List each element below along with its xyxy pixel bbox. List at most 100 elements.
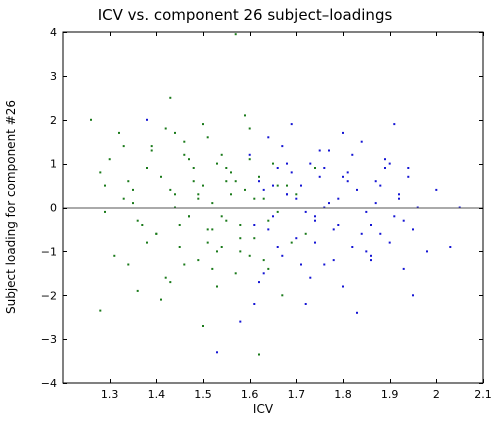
- data-point-series-1: [169, 281, 172, 284]
- data-point-series-2: [267, 136, 270, 139]
- data-point-series-1: [108, 158, 111, 161]
- data-point-series-2: [276, 167, 279, 169]
- data-point-series-1: [234, 180, 237, 183]
- data-point-series-1: [197, 193, 200, 196]
- data-point-series-2: [388, 241, 391, 244]
- data-point-series-1: [272, 162, 274, 165]
- x-tick-label: 2: [433, 388, 440, 401]
- x-tick-label: 1.5: [194, 388, 212, 401]
- data-point-series-2: [374, 202, 377, 205]
- y-tick-label: 4: [50, 26, 57, 39]
- chart-title: ICV vs. component 26 subject–loadings: [98, 6, 393, 24]
- data-point-series-2: [449, 246, 452, 248]
- data-point-series-1: [206, 241, 209, 244]
- data-point-series-1: [239, 250, 242, 253]
- data-point-series-1: [262, 197, 265, 200]
- data-point-series-1: [258, 175, 260, 178]
- data-point-series-1: [230, 193, 232, 196]
- data-point-series-2: [267, 228, 270, 231]
- data-point-series-1: [202, 184, 204, 187]
- data-point-series-1: [174, 131, 176, 134]
- data-point-series-2: [258, 281, 260, 284]
- y-tick-label: 2: [50, 114, 57, 127]
- x-tick-label: 1.9: [381, 388, 399, 401]
- data-point-series-1: [258, 353, 260, 356]
- data-point-series-2: [365, 250, 368, 253]
- data-point-series-1: [206, 136, 209, 139]
- y-tick-label: −2: [41, 289, 57, 302]
- data-point-series-2: [318, 149, 321, 152]
- data-point-series-1: [164, 276, 167, 279]
- data-point-series-2: [426, 250, 428, 253]
- x-tick-label: 2.1: [474, 388, 492, 401]
- data-point-series-2: [262, 272, 265, 275]
- data-point-series-2: [253, 303, 256, 305]
- data-point-series-2: [300, 184, 302, 187]
- data-point-series-1: [118, 131, 120, 134]
- data-point-series-1: [160, 175, 162, 178]
- data-point-series-1: [104, 184, 106, 187]
- data-point-series-1: [183, 140, 186, 143]
- data-point-series-2: [281, 254, 284, 257]
- data-point-series-1: [178, 224, 181, 226]
- data-point-series-1: [239, 224, 242, 226]
- data-point-series-2: [286, 162, 288, 165]
- data-point-series-1: [211, 228, 214, 231]
- data-point-series-2: [309, 162, 312, 165]
- data-point-series-2: [356, 188, 358, 191]
- x-tick-label: 1.4: [148, 388, 166, 401]
- data-point-series-1: [202, 325, 204, 327]
- data-point-series-2: [407, 175, 410, 178]
- data-point-series-2: [323, 167, 326, 169]
- data-point-series-1: [276, 210, 279, 213]
- data-point-series-2: [398, 193, 400, 196]
- data-point-series-1: [141, 224, 144, 226]
- data-points: [90, 33, 461, 356]
- data-point-series-2: [384, 158, 386, 161]
- data-point-series-2: [384, 167, 386, 169]
- data-point-series-2: [262, 188, 265, 191]
- data-point-series-2: [360, 140, 363, 143]
- data-point-series-1: [206, 228, 209, 231]
- data-point-series-2: [370, 254, 372, 257]
- plot-frame: [62, 31, 484, 384]
- x-tick-label: 1.7: [288, 388, 306, 401]
- x-tick-label: 1.8: [334, 388, 352, 401]
- data-point-series-2: [402, 267, 405, 270]
- data-point-series-2: [337, 197, 340, 200]
- data-point-series-1: [262, 259, 265, 262]
- data-point-series-1: [197, 259, 200, 262]
- data-point-series-2: [356, 311, 358, 314]
- data-point-series-2: [360, 232, 363, 235]
- data-point-series-1: [253, 237, 256, 240]
- data-point-series-2: [276, 246, 279, 248]
- data-point-series-1: [183, 153, 186, 156]
- data-point-series-1: [99, 171, 102, 174]
- data-point-series-1: [155, 232, 158, 235]
- data-point-series-2: [351, 246, 354, 248]
- data-point-series-1: [225, 219, 228, 222]
- data-point-series-1: [281, 294, 284, 297]
- data-point-series-1: [216, 162, 218, 165]
- y-tick-label: −4: [41, 377, 57, 390]
- data-point-series-2: [272, 184, 274, 187]
- data-point-series-2: [239, 320, 242, 323]
- data-point-series-1: [150, 149, 153, 152]
- data-point-series-2: [300, 263, 302, 266]
- x-tick-label: 1.3: [101, 388, 119, 401]
- data-point-series-2: [342, 285, 344, 288]
- data-point-series-2: [374, 180, 377, 183]
- data-point-series-2: [248, 153, 251, 156]
- data-point-series-2: [435, 188, 438, 191]
- data-point-series-1: [225, 180, 228, 183]
- data-point-series-1: [314, 167, 316, 169]
- data-point-series-1: [304, 232, 307, 235]
- data-point-series-1: [211, 267, 214, 270]
- data-point-series-2: [412, 294, 414, 297]
- data-point-series-1: [192, 180, 195, 183]
- data-point-series-1: [90, 118, 92, 121]
- data-point-series-1: [122, 197, 125, 200]
- data-point-series-1: [220, 246, 223, 248]
- data-point-series-1: [220, 215, 223, 218]
